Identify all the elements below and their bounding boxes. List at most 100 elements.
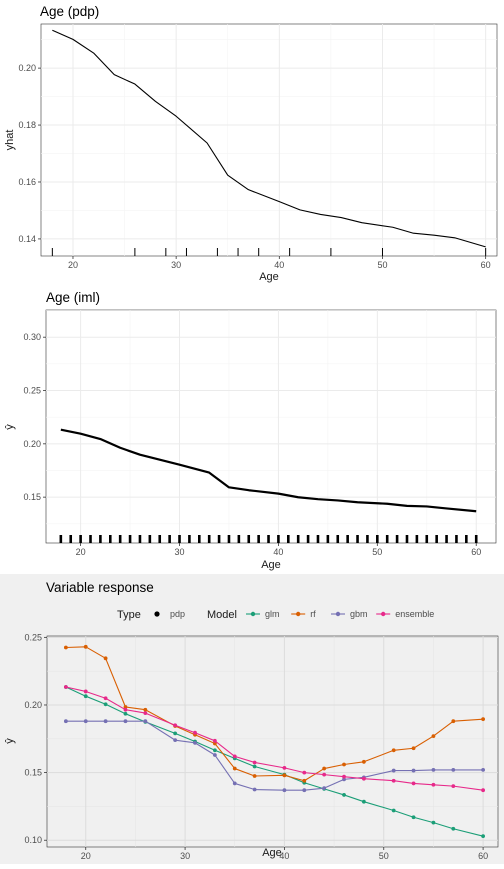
chart-response-y-label: ŷ [4,738,16,744]
series-point-gbm [451,768,456,772]
series-point-rf [302,778,307,783]
series-point-ensemble [123,707,128,712]
chart-pdp-y-label: yhat [4,130,16,151]
series-point-glm [361,799,366,804]
legend-type-pdp-label: pdp [170,609,185,619]
x-tick-label: 50 [372,547,382,557]
chart-pdp-tick-labels: 20 30 40 50 60 0.14 0.16 0.18 0.20 [18,63,490,270]
chart-iml-grid [46,310,496,543]
legend-type-pdp-key [154,611,160,617]
chart-iml-series [60,428,477,513]
series-line [52,29,486,248]
series-point-ensemble [342,774,346,779]
chart-iml: Age (iml) 20 30 40 50 60 0.15 0.20 0.25 0.30 Age… [4,290,497,571]
series-point-ensemble [83,689,88,694]
chart-response-series [63,644,485,839]
x-tick-label: 40 [279,851,289,861]
x-tick-label: 50 [377,260,387,270]
series-point-rf [411,746,416,751]
legend-key-point-gbm [335,611,341,617]
series-line [60,428,477,513]
x-tick-label: 20 [76,547,86,557]
series-point-ensemble [391,778,396,783]
series-line-rf [65,646,484,782]
x-tick-label: 30 [171,260,181,270]
chart-pdp-grid [41,24,497,256]
x-tick-label: 40 [273,547,283,557]
series-line-glm [65,686,484,837]
series-point-rf [282,773,287,778]
series-point-ensemble [481,788,485,793]
chart-pdp-x-label: Age [259,271,279,283]
series-point-gbm [193,740,197,745]
series-point-gbm [302,788,307,793]
legend-label-gbm: gbm [350,609,368,619]
series-point-gbm [252,787,257,792]
series-point-rf [63,645,68,650]
series-point-gbm [391,768,396,773]
series-point-gbm [83,719,88,724]
x-tick-label: 20 [68,260,78,270]
series-point-glm [342,793,346,797]
series-point-rf [342,762,346,767]
series-point-gbm [481,768,485,772]
series-point-gbm [212,753,217,757]
series-point-ensemble [431,782,436,787]
series-point-glm [103,702,108,707]
series-point-gbm [342,777,346,782]
x-tick-label: 50 [379,851,389,861]
series-point-ensemble [173,723,178,728]
x-tick-label: 30 [175,547,185,557]
legend-key-point-glm [250,611,256,617]
series-point-glm [431,820,436,825]
series-point-ensemble [282,765,287,770]
series-point-gbm [103,719,108,724]
series-point-gbm [282,788,287,793]
series-point-rf [123,705,128,709]
x-tick-label: 20 [81,851,91,861]
chart-response-legend: Type pdp Model glm rf gbm ensemble [117,609,434,621]
series-point-rf [143,707,148,712]
series-point-ensemble [322,772,327,777]
chart-iml-tick-labels: 20 30 40 50 60 0.15 0.20 0.25 0.30 [23,332,481,557]
chart-response-title: Variable response [46,580,154,595]
chart-iml-x-label: Age [261,559,281,571]
y-tick-label: 0.25 [23,386,41,396]
x-tick-label: 60 [471,547,481,557]
series-point-ensemble [103,696,108,701]
y-tick-label: 0.16 [18,177,36,187]
y-tick-label: 0.10 [24,835,42,845]
x-tick-label: 40 [274,260,284,270]
series-point-ensemble [361,776,366,781]
series-point-rf [431,734,436,738]
chart-response-plot-area [46,635,499,848]
series-point-rf [451,719,456,724]
legend-label-glm: glm [265,609,280,619]
y-tick-label: 0.18 [18,120,36,130]
series-point-gbm [143,719,148,724]
y-tick-label: 0.25 [24,632,42,642]
y-tick-label: 0.15 [23,492,41,502]
chart-pdp: Age (pdp) 20 30 40 50 60 0.14 0.16 0.18 0.20 Age… [4,4,498,283]
x-tick-label: 60 [478,851,488,861]
series-point-ensemble [302,770,307,775]
chart-response-grid [47,636,498,847]
chart-response: Variable response Type pdp Model glm rf gb… [4,580,499,861]
series-point-gbm [411,768,416,773]
legend-type-title: Type [117,609,141,621]
y-tick-label: 0.30 [23,332,41,342]
series-point-ensemble [451,784,456,789]
legend-key-point-rf [296,611,301,617]
chart-iml-y-label: ŷ [4,424,16,430]
chart-pdp-plot-area [40,23,498,257]
legend-label-rf: rf [310,609,316,619]
chart-pdp-rug [51,248,487,256]
series-point-gbm [123,719,128,724]
legend-model-title: Model [207,609,237,621]
x-tick-label: 60 [481,260,491,270]
series-point-rf [103,656,108,661]
series-point-ensemble [193,730,197,735]
series-point-ensemble [143,711,148,715]
series-point-glm [451,826,456,831]
